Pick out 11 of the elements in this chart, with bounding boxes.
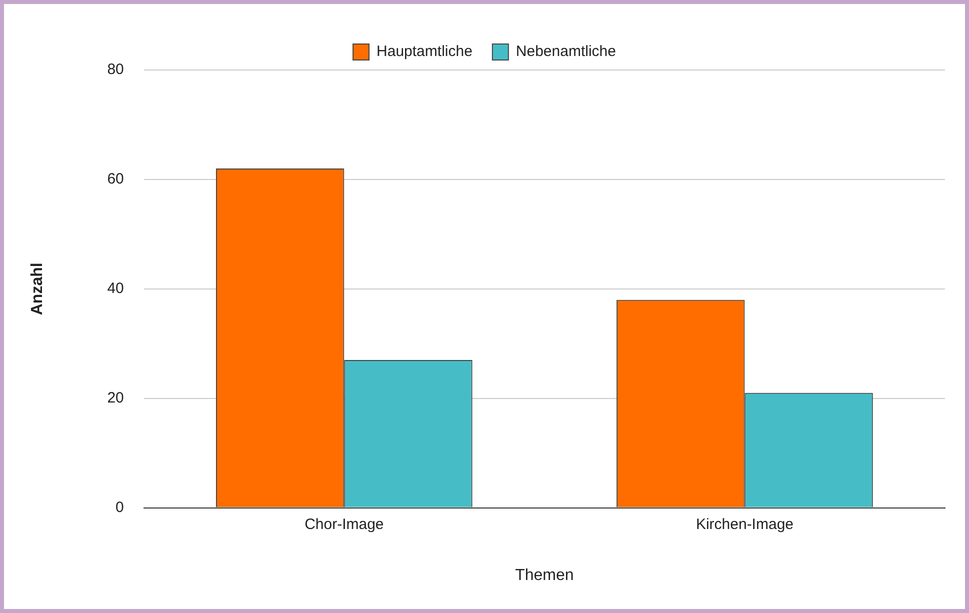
- y-tick-label: 40: [107, 280, 124, 298]
- y-tick-label: 20: [107, 389, 124, 406]
- y-tick-label: 0: [116, 498, 124, 516]
- y-axis-title: Anzahl: [29, 262, 46, 316]
- x-tick-label: Chor-Image: [304, 516, 384, 533]
- x-tick-label: Kirchen-Image: [696, 516, 794, 533]
- legend-label: Nebenamtliche: [516, 43, 616, 60]
- x-axis-title: Themen: [515, 566, 574, 584]
- y-tick-label: 60: [107, 170, 124, 188]
- legend-label: Hauptamtliche: [376, 43, 472, 60]
- y-tick-label: 80: [107, 61, 124, 78]
